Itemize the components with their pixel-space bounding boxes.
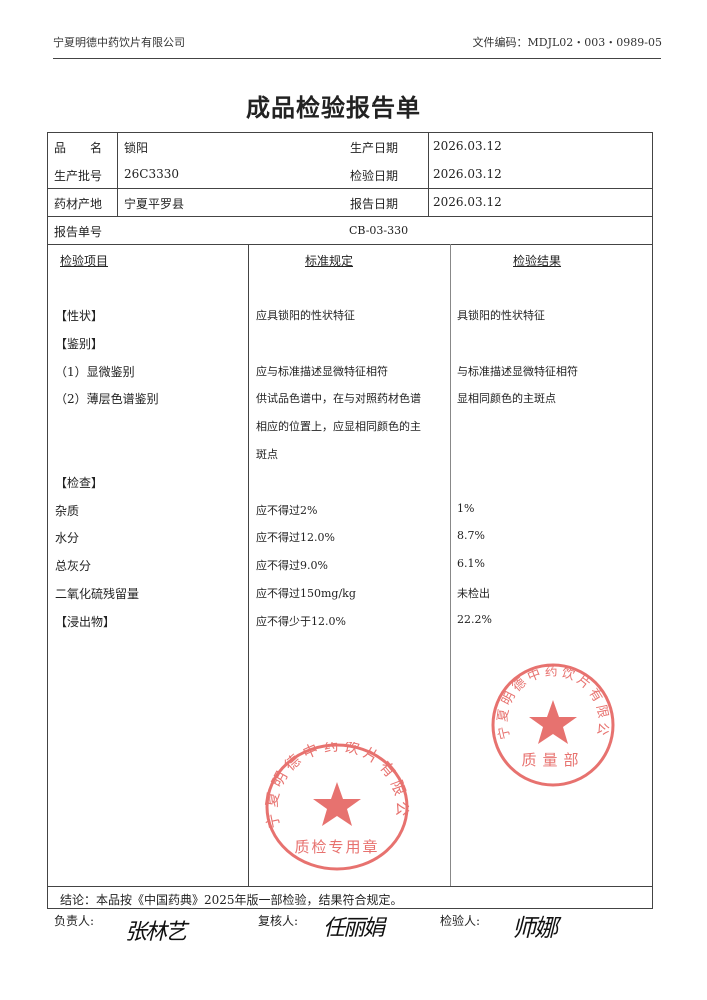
row-standard: 应不得少于12.0% bbox=[256, 614, 346, 628]
row-result: 8.7% bbox=[457, 529, 485, 543]
table-rule bbox=[47, 188, 653, 189]
row-item: 【鉴别】 bbox=[55, 336, 104, 351]
row-standard: 相应的位置上，应显相同颜色的主 bbox=[256, 420, 421, 434]
row-result: 具锁阳的性状特征 bbox=[457, 309, 545, 322]
row-standard: 应具锁阳的性状特征 bbox=[256, 309, 355, 322]
responsible-label: 负责人: bbox=[54, 914, 95, 928]
table-rule bbox=[428, 132, 429, 217]
production-date-label: 生产日期 bbox=[350, 141, 399, 155]
reviewer-signature: 任丽娟 bbox=[323, 916, 385, 941]
batch-number: 26C3330 bbox=[124, 167, 179, 181]
row-item: 【检查】 bbox=[55, 475, 104, 490]
svg-text:质检专用章: 质检专用章 bbox=[294, 838, 379, 856]
report-date: 2026.03.12 bbox=[433, 195, 502, 209]
row-item: 【浸出物】 bbox=[55, 614, 116, 629]
table-border bbox=[47, 908, 653, 909]
table-border bbox=[652, 132, 653, 909]
row-item: 【性状】 bbox=[55, 309, 104, 323]
row-result: 与标准描述显微特征相符 bbox=[457, 364, 578, 378]
name-label: 品 名 bbox=[54, 141, 103, 155]
row-item: 二氧化硫残留量 bbox=[55, 587, 140, 601]
row-result: 未检出 bbox=[457, 587, 490, 600]
inspector-label: 检验人: bbox=[440, 914, 481, 928]
row-standard: 供试品色谱中，在与对照药材色谱 bbox=[256, 392, 421, 406]
table-rule bbox=[450, 244, 451, 886]
test-date-label: 检验日期 bbox=[350, 169, 399, 183]
row-item: （1）显微鉴别 bbox=[55, 364, 135, 379]
table-rule bbox=[47, 216, 653, 217]
row-standard: 应不得过2% bbox=[256, 503, 318, 517]
row-standard: 应不得过150mg/kg bbox=[256, 587, 356, 600]
reviewer-label: 复核人: bbox=[258, 914, 299, 928]
row-item: 总灰分 bbox=[55, 559, 92, 574]
row-standard: 应不得过12.0% bbox=[256, 531, 335, 545]
page-title: 成品检验报告单 bbox=[246, 93, 421, 122]
document-code: 文件编码：MDJL02・003・0989-05 bbox=[472, 36, 663, 49]
row-item: 水分 bbox=[55, 531, 80, 546]
column-header-item: 检验项目 bbox=[60, 254, 109, 268]
header-rule bbox=[53, 58, 661, 59]
company-header: 宁夏明德中药饮片有限公司 bbox=[53, 36, 185, 49]
row-standard: 应不得过9.0% bbox=[256, 559, 328, 573]
row-result: 1% bbox=[457, 501, 475, 515]
row-result: 22.2% bbox=[457, 612, 492, 626]
report-number: CB-03-330 bbox=[349, 224, 409, 237]
table-rule bbox=[248, 244, 249, 886]
conclusion: 结论：本品按《中国药典》2025年版一部检验，结果符合规定。 bbox=[60, 893, 403, 907]
row-standard: 应与标准描述显微特征相符 bbox=[256, 364, 388, 378]
table-border bbox=[47, 132, 48, 909]
production-date: 2026.03.12 bbox=[433, 139, 502, 153]
row-item: （2）薄层色谱鉴别 bbox=[55, 392, 159, 407]
origin-label: 药材产地 bbox=[54, 197, 103, 211]
test-date: 2026.03.12 bbox=[433, 167, 502, 181]
table-rule bbox=[47, 244, 653, 245]
table-border bbox=[47, 132, 653, 133]
row-item: 杂质 bbox=[55, 503, 80, 518]
column-header-standard: 标准规定 bbox=[305, 254, 354, 268]
inspector-signature: 师娜 bbox=[512, 914, 558, 942]
table-rule bbox=[47, 886, 653, 887]
report-no-label: 报告单号 bbox=[54, 225, 103, 239]
row-standard: 斑点 bbox=[256, 448, 278, 461]
report-date-label: 报告日期 bbox=[350, 197, 399, 211]
svg-text:质量部: 质量部 bbox=[521, 751, 584, 769]
batch-label: 生产批号 bbox=[54, 169, 103, 183]
column-header-result: 检验结果 bbox=[513, 254, 562, 268]
product-name: 锁阳 bbox=[124, 141, 149, 155]
inspection-seal-stamp: 宁夏明德中药饮片有限公司 质检专用章 bbox=[262, 742, 411, 871]
row-result: 6.1% bbox=[457, 557, 485, 571]
table-rule bbox=[117, 132, 118, 217]
responsible-signature: 张林艺 bbox=[125, 920, 187, 945]
row-result: 显相同颜色的主斑点 bbox=[457, 392, 556, 406]
quality-department-stamp: 宁夏明德中药饮片有限公司 质量部 bbox=[488, 660, 615, 787]
origin: 宁夏平罗县 bbox=[124, 197, 185, 211]
